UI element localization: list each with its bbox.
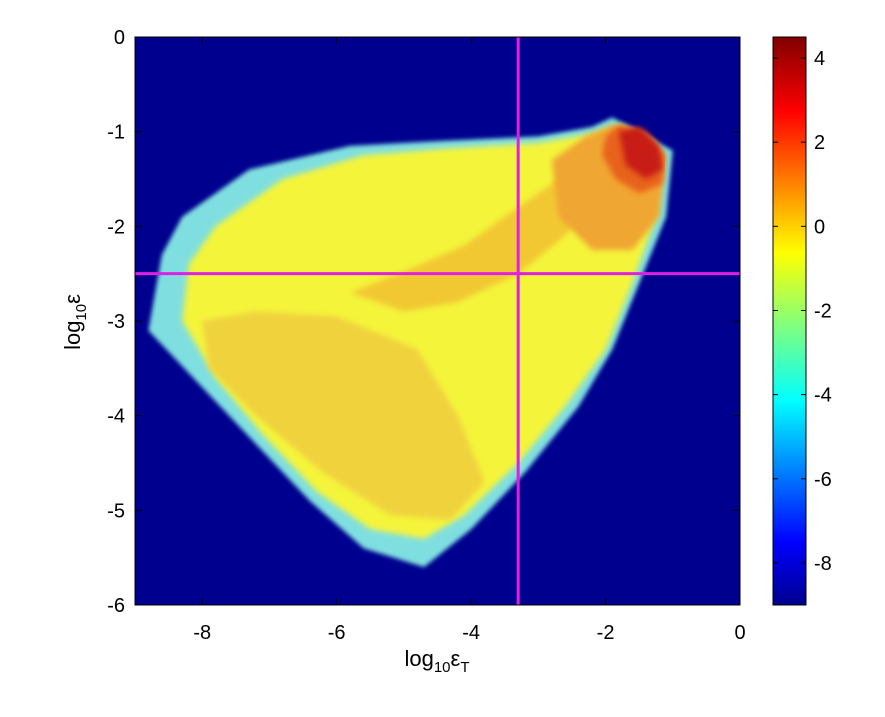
y-axis-label-base: log (60, 321, 85, 350)
y-tick-label: -2 (107, 216, 125, 238)
colorbar-tick-label: -2 (814, 300, 832, 322)
y-tick-label: -6 (107, 595, 125, 617)
x-axis-label-symbol: ε (451, 646, 461, 671)
x-tick-label: -8 (193, 622, 211, 644)
reference-lines (135, 37, 740, 605)
y-axis-label-symbol: ε (60, 294, 85, 304)
y-axis-label: log10ε (60, 294, 90, 350)
y-tick-label: -3 (107, 311, 125, 333)
colorbar-tick-label: -8 (814, 553, 832, 575)
x-tick-label: -2 (597, 622, 615, 644)
x-tick-label: -4 (462, 622, 480, 644)
y-axis-ticks: 0 -1 -2 -3 -4 -5 -6 (107, 27, 740, 617)
colorbar: 4 2 0 -2 -4 -6 -8 (772, 36, 832, 606)
heatmap-region-peak-core (619, 126, 663, 179)
heatmap-data-regions (148, 117, 673, 568)
y-tick-label: 0 (114, 27, 125, 49)
x-tick-label: 0 (734, 622, 745, 644)
y-axis-label-subscript: 10 (73, 304, 90, 321)
x-axis-label: log10εT (404, 646, 469, 676)
y-tick-label: -5 (107, 500, 125, 522)
x-axis-label-symbol-subscript: T (460, 659, 469, 676)
x-axis-ticks: -8 -6 -4 -2 0 (193, 37, 746, 644)
colorbar-tick-label: 4 (814, 48, 825, 70)
colorbar-tick-label: 0 (814, 216, 825, 238)
colorbar-ticks: 4 2 0 -2 -4 -6 -8 (773, 48, 832, 575)
plot-area (134, 36, 741, 606)
colorbar-tick-label: -4 (814, 385, 832, 407)
colorbar-tick-label: 2 (814, 132, 825, 154)
x-tick-label: -6 (328, 622, 346, 644)
y-tick-label: -4 (107, 406, 125, 428)
colorbar-gradient (772, 36, 807, 606)
x-axis-label-base: log (404, 646, 433, 671)
x-axis-label-subscript: 10 (434, 659, 451, 676)
y-tick-label: -1 (107, 122, 125, 144)
colorbar-tick-label: -6 (814, 469, 832, 491)
heatmap-region-lower-left-band (202, 311, 485, 520)
